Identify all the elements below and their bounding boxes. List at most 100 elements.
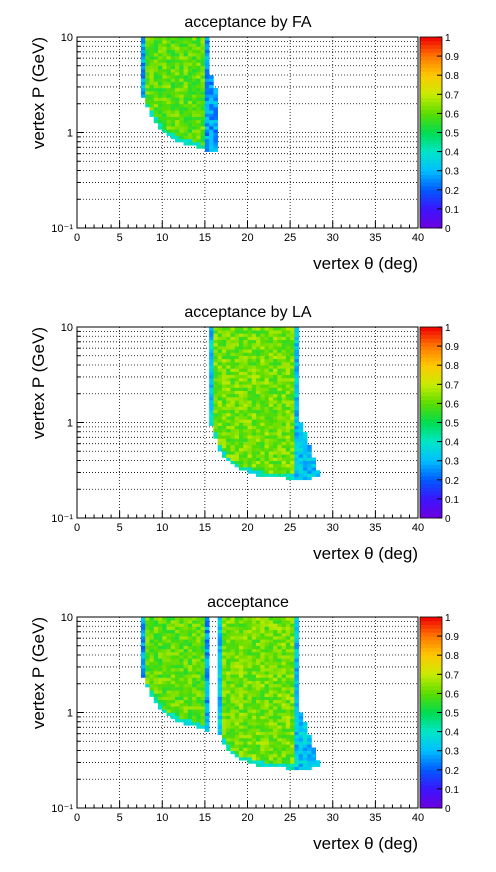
heatmap-cell <box>264 741 270 745</box>
heatmap-cell <box>238 416 244 420</box>
heatmap-cell <box>302 435 308 439</box>
heatmap-cell <box>238 677 244 681</box>
heatmap-cell <box>277 400 282 404</box>
heatmap-cell <box>175 699 180 704</box>
heatmap-cell <box>285 460 291 465</box>
heatmap-cell <box>162 629 167 634</box>
heatmap-cell <box>277 658 282 662</box>
heatmap-cell <box>187 664 193 669</box>
heatmap-cell <box>302 460 308 465</box>
heatmap-cell <box>213 409 218 414</box>
heatmap-cell <box>256 374 261 379</box>
heatmap-cell <box>285 722 291 726</box>
heatmap-cell <box>187 129 193 133</box>
x-tick-label: 10 <box>156 232 168 244</box>
heatmap-cell <box>226 658 231 662</box>
heatmap-cell <box>230 457 236 461</box>
heatmap-cell <box>247 728 253 732</box>
heatmap-cell <box>166 674 172 678</box>
color-bar-tick-label: 0.8 <box>445 361 459 372</box>
heatmap-cell <box>140 40 146 44</box>
heatmap-cell <box>149 664 155 669</box>
heatmap-cell <box>285 441 291 446</box>
heatmap-cell <box>221 342 227 347</box>
heatmap-cell <box>277 355 282 360</box>
heatmap-cell <box>294 444 299 449</box>
heatmap-cell <box>145 91 150 95</box>
heatmap-cell <box>196 126 201 130</box>
heatmap-cell <box>145 626 150 631</box>
heatmap-cell <box>268 327 274 331</box>
heatmap-cell <box>268 699 274 704</box>
heatmap-cell <box>277 712 282 716</box>
heatmap-cell <box>204 712 210 716</box>
heatmap-cell <box>200 62 206 66</box>
heatmap-cell <box>238 741 244 745</box>
heatmap-cell <box>204 59 210 63</box>
heatmap-cell <box>264 362 270 366</box>
heatmap-cell <box>247 387 253 391</box>
heatmap-cell <box>260 457 265 461</box>
heatmap-cell <box>247 645 253 650</box>
heatmap-cell <box>221 403 227 407</box>
heatmap-cell <box>187 687 193 691</box>
heatmap-cell <box>234 333 240 337</box>
heatmap-cell <box>273 696 278 701</box>
heatmap-cell <box>243 400 248 404</box>
heatmap-cell <box>217 620 223 624</box>
heatmap-cell <box>273 406 278 411</box>
color-bar-segment <box>420 90 442 95</box>
heatmap-cell <box>256 365 261 369</box>
heatmap-cell <box>234 648 240 653</box>
heatmap-cell <box>268 333 274 337</box>
heatmap-cell <box>166 59 172 63</box>
heatmap-cell <box>281 687 287 691</box>
heatmap-cell <box>260 642 265 646</box>
heatmap-cell <box>234 416 240 420</box>
heatmap-cell <box>251 457 257 461</box>
heatmap-cell <box>149 690 155 694</box>
heatmap-cell <box>226 441 231 446</box>
heatmap-cell <box>268 620 274 624</box>
heatmap-cell <box>285 753 291 758</box>
heatmap-cell <box>153 629 159 634</box>
heatmap-cell <box>209 94 214 98</box>
heatmap-cell <box>285 750 291 755</box>
heatmap-cell <box>251 463 257 468</box>
heatmap-cell <box>277 447 282 452</box>
heatmap-cell <box>213 135 218 140</box>
heatmap-cell <box>170 103 176 108</box>
heatmap-cell <box>183 107 189 111</box>
heatmap-cell <box>166 712 172 716</box>
heatmap-cell <box>285 629 291 634</box>
heatmap-cell <box>256 432 261 436</box>
heatmap-cell <box>298 457 304 461</box>
heatmap-cell <box>268 412 274 417</box>
heatmap-cell <box>302 734 308 739</box>
heatmap-cell <box>277 683 282 688</box>
heatmap-cell <box>170 674 176 678</box>
heatmap-cell <box>290 387 295 391</box>
heatmap-cell <box>273 457 278 461</box>
heatmap-cell <box>140 639 146 643</box>
heatmap-cell <box>149 107 155 111</box>
heatmap-cell <box>153 107 159 111</box>
heatmap-cell <box>247 333 253 337</box>
heatmap-cell <box>196 645 201 650</box>
heatmap-cell <box>175 75 180 79</box>
heatmap-cell <box>256 674 261 678</box>
heatmap-cell <box>256 463 261 468</box>
heatmap-cell <box>200 642 206 646</box>
heatmap-cell <box>175 671 180 675</box>
heatmap-cell <box>166 37 172 41</box>
heatmap-cell <box>234 349 240 353</box>
heatmap-cell <box>243 737 248 742</box>
heatmap-cell <box>140 623 146 627</box>
heatmap-cell <box>175 715 180 720</box>
heatmap-cell <box>230 620 236 624</box>
heatmap-cell <box>187 623 193 627</box>
heatmap-cell <box>230 358 236 363</box>
heatmap-cell <box>213 94 218 98</box>
heatmap-cell <box>268 454 274 458</box>
heatmap-cell <box>264 734 270 739</box>
